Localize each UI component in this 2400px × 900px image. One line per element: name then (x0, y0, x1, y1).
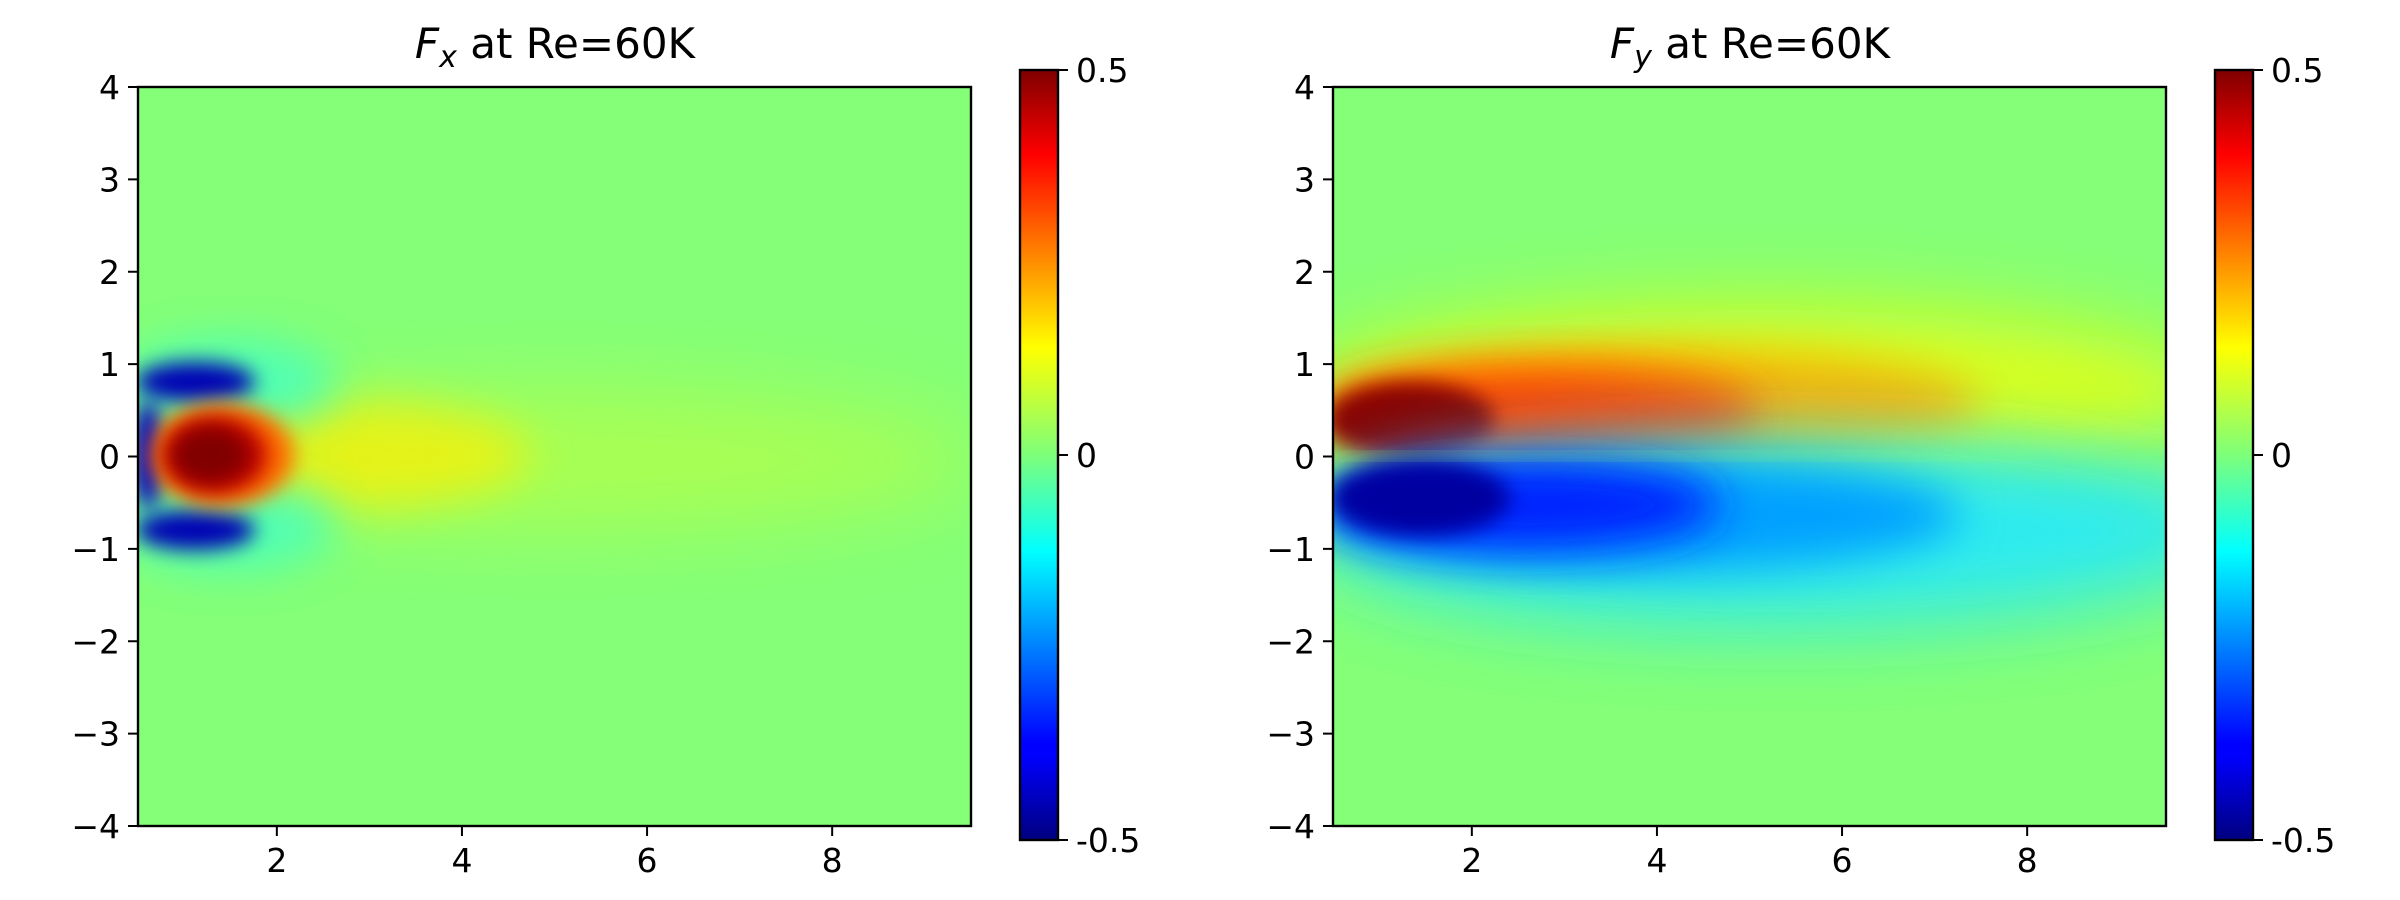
y-tick-label-fx: 2 (99, 253, 120, 292)
negative-lobe-lower (138, 510, 255, 550)
colorbar-tick-label-fy: 0.5 (2271, 51, 2323, 90)
heatmap-fx (138, 87, 971, 826)
colorbar-tick-label-fx: 0 (1076, 436, 1097, 475)
y-tick-label-fx: −3 (71, 715, 120, 754)
axis-ticks-fx: 2 4 6 8 −4 −3 −2 −1 0 1 2 3 4 (71, 68, 842, 880)
colorbar-tick-label-fx: -0.5 (1076, 821, 1140, 860)
y-tick-label-fy: −3 (1266, 715, 1315, 754)
y-tick-label-fx: 0 (99, 438, 120, 477)
chart-fy: Fy at Re=60K 2 4 6 8 −4 −3 −2 −1 0 1 2 3 4 0.5 0 -0.5 (1266, 19, 2335, 880)
chart-title-fy: Fy at Re=60K (1610, 19, 1892, 75)
y-tick-label-fx: 4 (99, 68, 120, 107)
y-tick-label-fy: −2 (1266, 622, 1315, 661)
x-tick-label-fy: 8 (2017, 841, 2038, 880)
y-tick-label-fx: 3 (99, 160, 120, 199)
y-tick-label-fy: 0 (1294, 438, 1315, 477)
y-tick-label-fy: 3 (1294, 160, 1315, 199)
y-tick-label-fy: 2 (1294, 253, 1315, 292)
colorbar-fx: 0.5 0 -0.5 (1018, 51, 1140, 860)
x-tick-label-fy: 2 (1461, 841, 1482, 880)
y-tick-label-fx: −1 (71, 530, 120, 569)
negative-core-fy (1333, 460, 1510, 536)
x-tick-label-fy: 4 (1646, 841, 1667, 880)
y-tick-label-fy: −1 (1266, 530, 1315, 569)
colorbar-fy: 0.5 0 -0.5 (2213, 51, 2335, 860)
positive-core (172, 427, 248, 483)
y-tick-label-fx: −2 (71, 622, 120, 661)
y-tick-label-fy: 4 (1294, 68, 1315, 107)
y-tick-label-fx: −4 (71, 807, 120, 846)
x-tick-label-fx: 4 (451, 841, 472, 880)
colorbar-tick-label-fx: 0.5 (1076, 51, 1128, 90)
x-tick-label-fx: 6 (637, 841, 658, 880)
x-tick-label-fx: 2 (266, 841, 287, 880)
colorbar-tick-label-fy: -0.5 (2271, 821, 2335, 860)
chart-title-fx: Fx at Re=60K (415, 19, 697, 75)
axis-ticks-fy: 2 4 6 8 −4 −3 −2 −1 0 1 2 3 4 (1266, 68, 2037, 880)
colorbar-tick-label-fy: 0 (2271, 436, 2292, 475)
chart-fx: Fx at Re=60K 2 4 6 8 −4 −3 −2 −1 0 1 2 3 4 0.5 0 -0.5 (71, 19, 1140, 880)
y-tick-label-fx: 1 (99, 345, 120, 384)
heatmap-fy (1333, 87, 2166, 826)
x-tick-label-fx: 8 (822, 841, 843, 880)
negative-lobe-upper (138, 362, 255, 402)
positive-core-fy (1333, 382, 1495, 458)
y-tick-label-fy: 1 (1294, 345, 1315, 384)
y-tick-label-fy: −4 (1266, 807, 1315, 846)
x-tick-label-fy: 6 (1832, 841, 1853, 880)
